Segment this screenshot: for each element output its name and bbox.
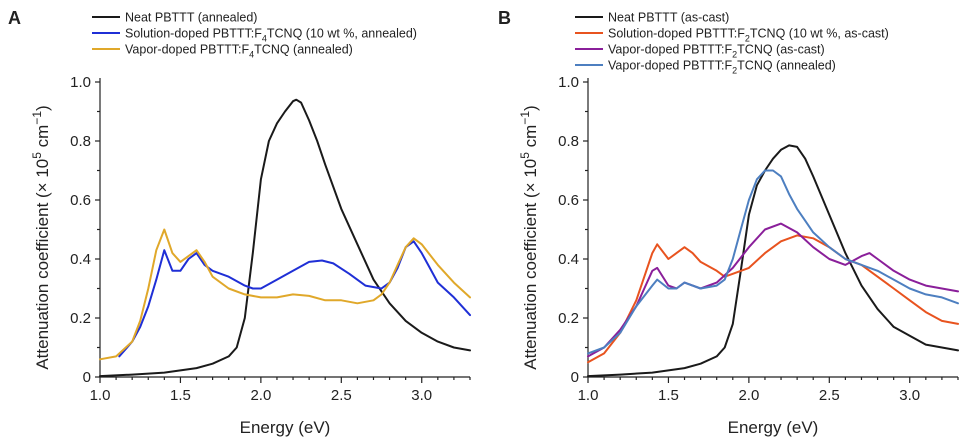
series-line: [587, 169, 959, 355]
panel-letter: A: [8, 8, 21, 28]
y-tick-label: 0: [571, 369, 579, 386]
legend-entry: Vapor-doped PBTTT:F4TCNQ (annealed): [125, 43, 353, 60]
legend-entry: Vapor-doped PBTTT:F2TCNQ (annealed): [608, 59, 836, 76]
y-tick-label: 1.0: [70, 74, 91, 91]
y-tick-label: 0.2: [558, 310, 579, 327]
x-tick-label: 3.0: [899, 387, 920, 404]
series-line: [587, 222, 959, 358]
series-line: [587, 144, 959, 378]
y-tick-label: 1.0: [558, 74, 579, 91]
y-axis-title: Attenuation coefficient (× 105 cm−1): [518, 105, 540, 369]
series-line: [118, 240, 471, 358]
x-tick-label: 1.0: [90, 387, 111, 404]
x-tick-label: 2.5: [819, 387, 840, 404]
x-axis-title: Energy (eV): [728, 418, 819, 437]
series-line: [587, 234, 959, 364]
series-line: [99, 228, 471, 361]
x-tick-label: 2.5: [331, 387, 352, 404]
x-tick-label: 2.0: [738, 387, 759, 404]
panel-letter: B: [498, 8, 511, 28]
series-line: [99, 98, 471, 378]
x-tick-label: 1.0: [578, 387, 599, 404]
x-tick-label: 1.5: [658, 387, 679, 404]
legend-entry: Neat PBTTT (annealed): [125, 11, 257, 25]
x-tick-label: 1.5: [170, 387, 191, 404]
panel-b: B Neat PBTTT (as-cast) Solution-doped PBTT…: [498, 8, 959, 437]
legend-entry: Vapor-doped PBTTT:F2TCNQ (as-cast): [608, 43, 825, 60]
y-tick-label: 0.4: [70, 251, 91, 268]
y-tick-label: 0.4: [558, 251, 579, 268]
y-tick-label: 0.8: [70, 133, 91, 150]
x-tick-label: 3.0: [411, 387, 432, 404]
y-tick-label: 0.6: [558, 192, 579, 209]
x-tick-label: 2.0: [250, 387, 271, 404]
legend-entry: Solution-doped PBTTT:F4TCNQ (10 wt %, an…: [125, 27, 417, 44]
y-tick-label: 0.6: [70, 192, 91, 209]
x-axis-title: Energy (eV): [240, 418, 331, 437]
y-tick-label: 0.2: [70, 310, 91, 327]
panel-a: A Neat PBTTT (annealed) Solution-doped PBT…: [8, 8, 471, 437]
y-tick-label: 0.8: [558, 133, 579, 150]
y-tick-label: 0: [83, 369, 91, 386]
y-axis-title: Attenuation coefficient (× 105 cm−1): [30, 105, 52, 369]
legend-entry: Neat PBTTT (as-cast): [608, 11, 729, 25]
legend-entry: Solution-doped PBTTT:F2TCNQ (10 wt %, as…: [608, 27, 889, 44]
